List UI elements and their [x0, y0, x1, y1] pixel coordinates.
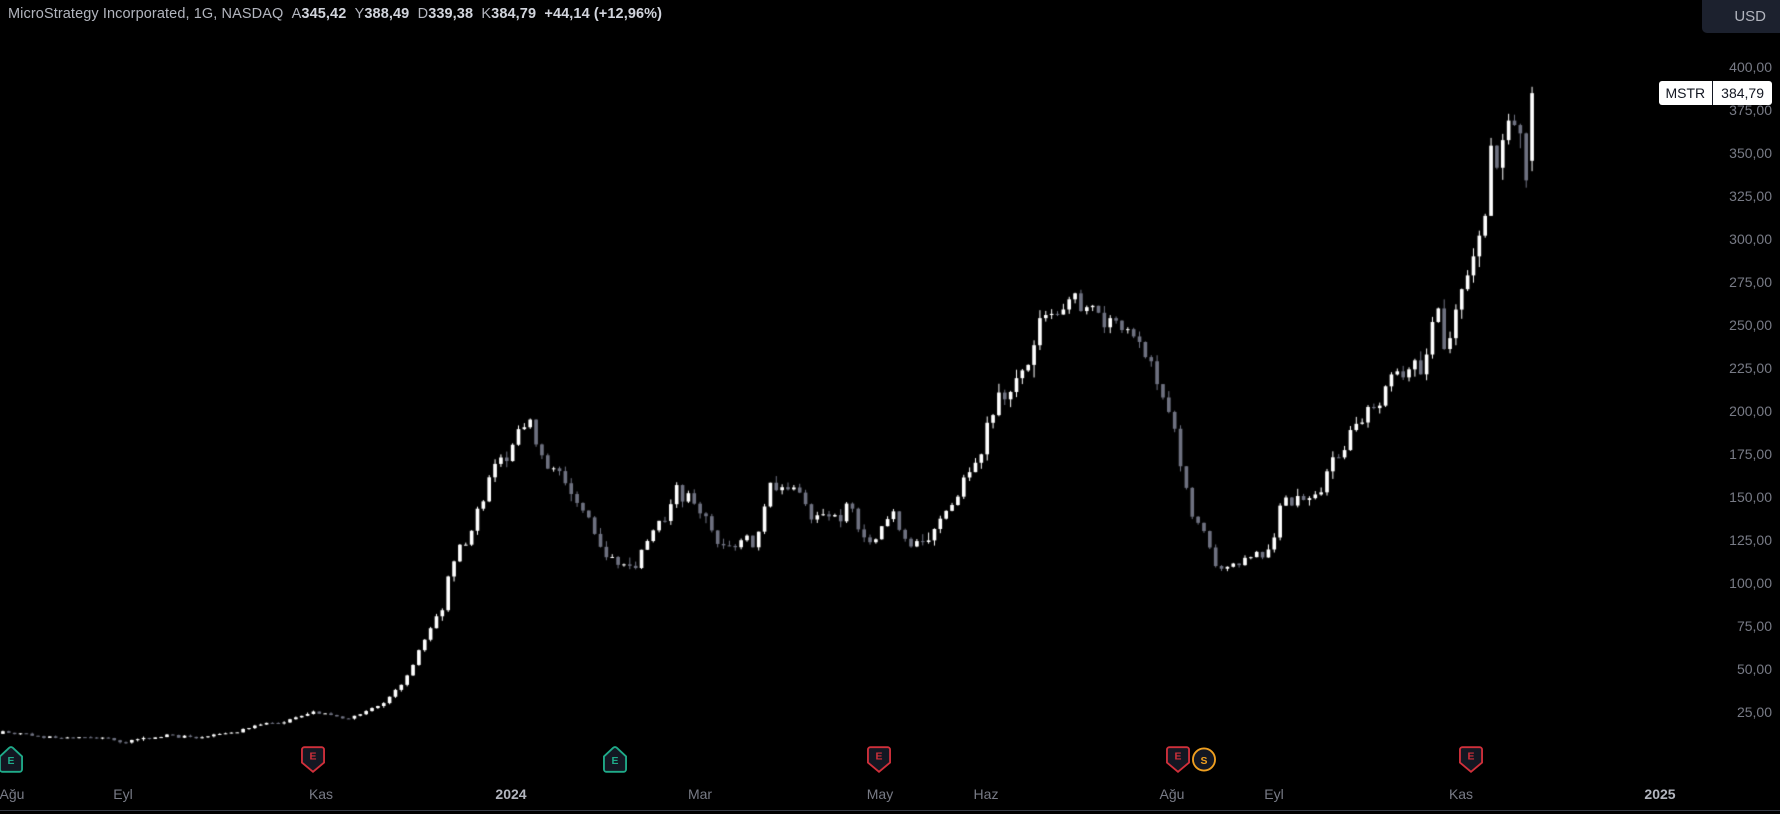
svg-text:S: S	[1201, 756, 1208, 767]
svg-text:E: E	[612, 756, 619, 767]
svg-text:E: E	[8, 756, 15, 767]
svg-text:E: E	[1175, 752, 1182, 763]
svg-text:E: E	[310, 752, 317, 763]
svg-text:E: E	[876, 752, 883, 763]
svg-text:E: E	[1468, 752, 1475, 763]
